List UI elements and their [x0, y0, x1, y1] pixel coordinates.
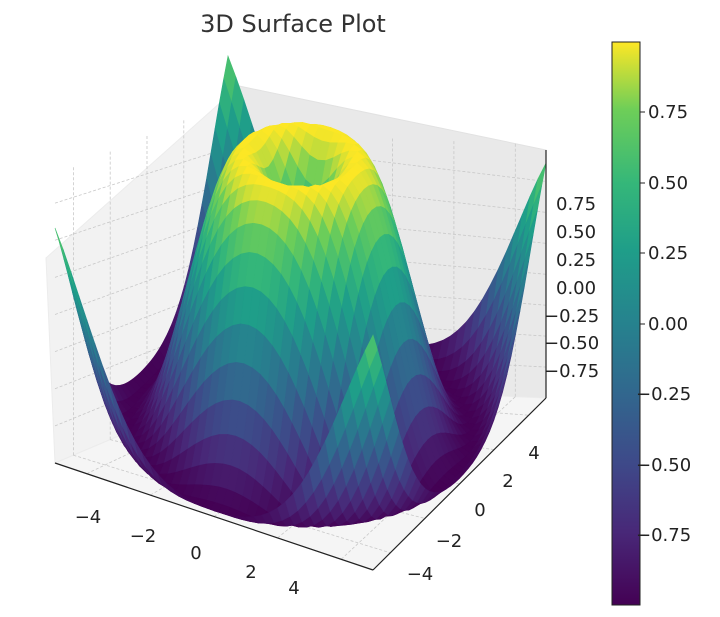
z-tick-label: 0.75 [556, 194, 596, 215]
gridline [54, 315, 240, 390]
y-axis-line [372, 397, 547, 571]
colorbar-tick-label: 0.00 [648, 314, 688, 335]
x-tick-label: 0 [190, 543, 201, 564]
colorbar-tick-marks [640, 111, 645, 536]
x-tick-label: −2 [130, 526, 157, 547]
colorbar-tick-label: −0.50 [636, 455, 691, 476]
z-tick-label: −0.50 [544, 333, 599, 354]
colorbar-tick-label: 0.25 [648, 243, 688, 264]
x-tick-label: −4 [75, 507, 102, 528]
y-tick-label: −4 [407, 564, 434, 585]
y-tick-label: −2 [436, 531, 463, 552]
z-tick-label: 0.00 [556, 278, 596, 299]
x-tick-label: 4 [288, 578, 299, 599]
chart-title: 3D Surface Plot [200, 10, 386, 38]
z-tick-label: −0.75 [544, 361, 599, 382]
y-tick-label: 2 [502, 471, 513, 492]
y-tick-label: 4 [528, 443, 539, 464]
surface-facet [364, 334, 378, 369]
colorbar-tick-label: 0.75 [648, 102, 688, 123]
colorbar-ticks: 0.75 0.50 0.25 0.00 −0.25 −0.50 −0.75 [636, 102, 691, 546]
x-tick-label: 2 [245, 562, 256, 583]
surface-mesh [54, 54, 547, 528]
colorbar-tick-label: 0.50 [648, 173, 688, 194]
z-tick-label: −0.25 [544, 306, 599, 327]
z-tick-label: 0.50 [556, 222, 596, 243]
x-axis-ticks: −4 −2 0 2 4 [75, 507, 300, 599]
y-axis-ticks: −4 −2 0 2 4 [407, 443, 540, 585]
x-axis-line [54, 462, 374, 571]
colorbar [611, 41, 641, 606]
z-tick-label: 0.25 [556, 250, 596, 271]
y-tick-label: 0 [474, 500, 485, 521]
z-axis-ticks: 0.75 0.50 0.25 0.00 −0.25 −0.50 −0.75 [544, 194, 599, 382]
colorbar-tick-label: −0.75 [636, 525, 691, 546]
colorbar-tick-label: −0.25 [636, 384, 691, 405]
